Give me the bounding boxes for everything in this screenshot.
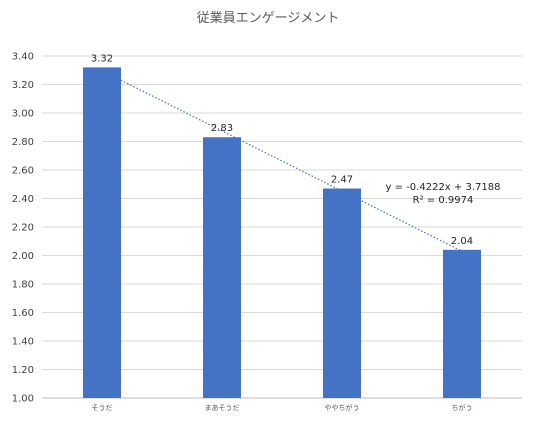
y-tick-label: 2.00: [12, 251, 34, 262]
bar: [323, 188, 361, 398]
data-label: 2.04: [451, 236, 473, 247]
y-tick-label: 3.40: [12, 52, 34, 63]
y-tick-label: 1.80: [12, 280, 34, 291]
trendline-equation: y = -0.4222x + 3.7188: [386, 182, 501, 193]
chart-title: 従業員エンゲージメント: [197, 10, 340, 26]
trendline-group: [101, 70, 463, 252]
gridlines: [42, 55, 522, 399]
x-tick-label: まあそうだ: [205, 404, 240, 412]
y-tick-label: 2.20: [12, 223, 34, 234]
bar: [203, 137, 241, 398]
x-tick-label: ちがう: [452, 403, 473, 412]
data-label: 3.32: [91, 53, 113, 64]
x-tick-label: ややちがう: [325, 403, 360, 412]
bars: [83, 67, 481, 399]
y-tick-label: 1.00: [12, 394, 34, 405]
y-tick-label: 3.00: [12, 109, 34, 120]
y-tick-label: 2.80: [12, 137, 34, 148]
trendline: [101, 70, 463, 252]
y-axis-ticks: 1.00 1.20 1.40 1.60 1.80 2.00 2.20 2.40 2.60 2.80…: [12, 52, 34, 405]
data-labels: 3.32 2.83 2.47 2.04: [91, 53, 473, 246]
trendline-r-squared: R² = 0.9974: [413, 195, 474, 206]
y-tick-label: 1.60: [12, 308, 34, 319]
x-tick-label: そうだ: [92, 404, 113, 412]
y-tick-label: 3.20: [12, 80, 34, 91]
data-label: 2.83: [211, 123, 233, 134]
bar: [83, 67, 121, 399]
y-tick-label: 1.40: [12, 337, 34, 348]
y-tick-label: 2.40: [12, 194, 34, 205]
y-tick-label: 1.20: [12, 365, 34, 376]
bar: [443, 249, 481, 398]
data-label: 2.47: [331, 175, 353, 186]
x-axis-ticks: そうだ まあそうだ ややちがう ちがう: [92, 403, 473, 412]
y-tick-label: 2.60: [12, 166, 34, 177]
